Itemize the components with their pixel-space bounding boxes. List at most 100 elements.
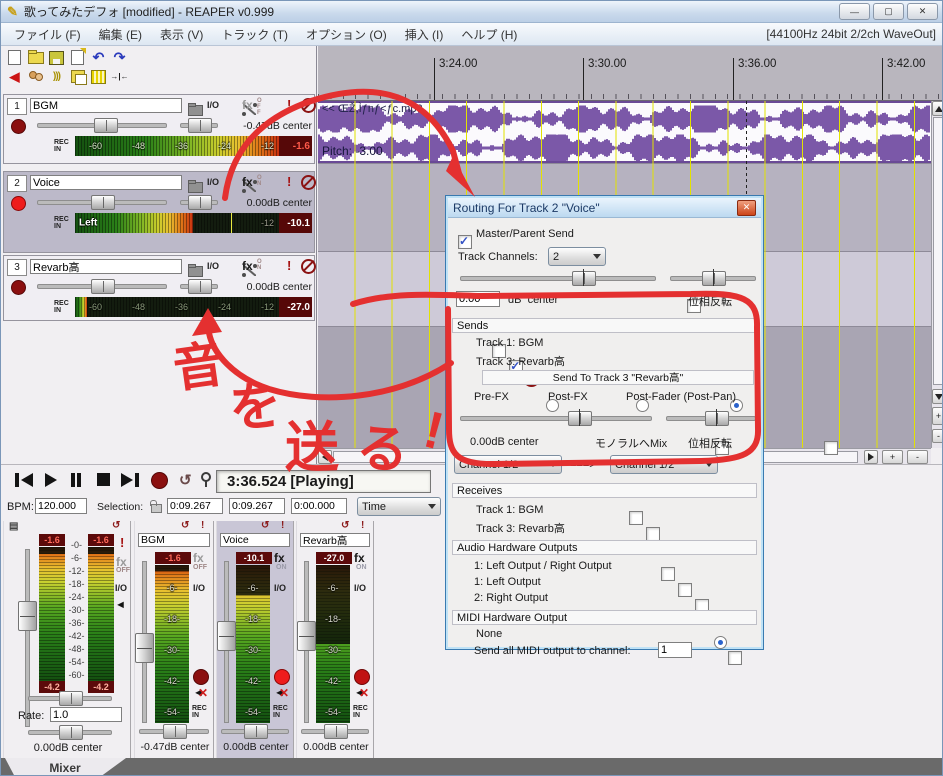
fx-button[interactable]: fx	[242, 175, 253, 189]
mute-toggle-icon[interactable]	[301, 175, 317, 190]
volume-slider[interactable]	[37, 118, 167, 133]
scroll-right-button[interactable]	[864, 450, 878, 464]
rec-in-label[interactable]: REC IN	[192, 705, 207, 719]
strip-name-input[interactable]	[300, 533, 370, 547]
selection-start-input[interactable]	[167, 498, 223, 514]
fx-bypass-badge[interactable]: ON	[257, 259, 262, 271]
volume-value-input[interactable]	[456, 291, 500, 307]
time-display[interactable]: 3:36.524 [Playing]	[216, 470, 431, 493]
pan-slider[interactable]	[301, 724, 369, 739]
pan-slider[interactable]	[139, 724, 209, 739]
mute-icon[interactable]	[274, 686, 289, 702]
metronome-icon[interactable]: ◀	[9, 68, 20, 84]
play-button[interactable]	[45, 473, 57, 487]
routing-dialog[interactable]: Routing For Track 2 "Voice" ✕ Master/Par…	[445, 195, 838, 666]
repeat-icon[interactable]: ↺	[179, 472, 192, 489]
rec-in-label[interactable]: REC IN	[353, 705, 368, 719]
go-to-end-button[interactable]	[121, 473, 139, 487]
mixer-strip-voice[interactable]: ↺ ! -10.1 fx ON -6- -18- -30- -42- -54- …	[216, 521, 294, 758]
menu-options[interactable]: オプション (O)	[306, 27, 387, 42]
bpm-input[interactable]	[35, 498, 87, 514]
track-number[interactable]: 3	[7, 259, 27, 276]
scroll-down-button[interactable]	[932, 389, 942, 404]
scroll-up-button[interactable]	[932, 101, 942, 116]
record-button[interactable]	[151, 472, 168, 489]
fx-button[interactable]: fx	[116, 555, 127, 569]
rate-slider[interactable]	[28, 725, 112, 740]
alert-icon[interactable]: !	[120, 535, 125, 550]
grid-icon[interactable]	[89, 68, 108, 85]
envelope-icon[interactable]	[242, 264, 258, 277]
master-mute-icon[interactable]	[115, 599, 130, 614]
record-arm-button[interactable]	[11, 196, 26, 211]
volume-slider[interactable]	[37, 279, 167, 294]
track-name-input[interactable]	[30, 98, 182, 113]
midi-none-radio[interactable]	[713, 635, 727, 649]
lock-icon[interactable]	[150, 499, 162, 513]
record-arm-button[interactable]	[274, 669, 290, 685]
copy-icon[interactable]	[68, 68, 87, 85]
new-project-icon[interactable]	[5, 49, 24, 66]
strip-fader[interactable]	[297, 561, 316, 723]
time-mode-dropdown[interactable]: Time	[357, 497, 441, 516]
fx-button[interactable]: fx	[242, 259, 253, 273]
mute-icon[interactable]	[193, 686, 208, 702]
track-3-panel[interactable]: 3 I/O fx ON ! 0.00dB center REC IN -60 -…	[3, 255, 317, 321]
alert-icon[interactable]: !	[287, 258, 292, 273]
alert-icon[interactable]: !	[287, 97, 292, 112]
alert-icon[interactable]: !	[281, 520, 285, 531]
record-arm-button[interactable]	[11, 280, 26, 295]
track-number[interactable]: 1	[7, 98, 27, 115]
dialog-title-bar[interactable]: Routing For Track 2 "Voice" ✕	[448, 198, 761, 218]
fx-bypass-badge[interactable]: OFF	[257, 98, 262, 116]
pan-slider[interactable]	[180, 118, 218, 133]
repeat-icon[interactable]: ↺	[112, 520, 121, 531]
rec-in-label[interactable]: REC IN	[54, 216, 69, 230]
zoom-in-button[interactable]: +	[882, 450, 903, 464]
selection-end-input[interactable]	[229, 498, 285, 514]
io-button[interactable]: I/O	[274, 583, 287, 593]
rec-in-label[interactable]: REC IN	[273, 705, 288, 719]
pan-slider[interactable]	[28, 691, 112, 706]
send-pan-slider[interactable]	[666, 409, 756, 426]
record-arm-button[interactable]	[354, 669, 370, 685]
rec-in-label[interactable]: REC IN	[54, 139, 69, 153]
io-button[interactable]: I/O	[207, 177, 220, 187]
strip-fader[interactable]	[135, 561, 154, 723]
volume-slider[interactable]	[37, 195, 167, 210]
receive-track3-checkbox[interactable]	[645, 527, 660, 542]
pan-slider[interactable]	[180, 195, 218, 210]
source-channel-dropdown[interactable]: Channel 1/2	[454, 455, 562, 474]
alert-icon[interactable]: !	[201, 520, 205, 531]
record-arm-button[interactable]	[11, 119, 26, 134]
timeline-ruler[interactable]: 3:24.00 3:30.00 3:36.00 3:42.00	[318, 46, 942, 101]
add-people-icon[interactable]	[26, 68, 45, 85]
alert-icon[interactable]: !	[361, 520, 365, 531]
folder-icon[interactable]	[188, 180, 203, 193]
scroll-left-button[interactable]	[318, 450, 332, 464]
track-2-panel[interactable]: 2 I/O fx ON ! 0.00dB center REC IN Left …	[3, 171, 317, 253]
mixer-tab[interactable]: Mixer	[5, 758, 126, 775]
mute-toggle-icon[interactable]	[301, 259, 317, 274]
dialog-close-button[interactable]: ✕	[737, 199, 756, 216]
undo-icon[interactable]: ↶	[92, 49, 105, 65]
menu-edit[interactable]: 編集 (E)	[98, 27, 143, 42]
repeat-icon[interactable]: ↺	[341, 520, 350, 531]
zoom-out-button[interactable]: -	[907, 450, 928, 464]
strip-fader[interactable]	[217, 561, 236, 723]
pause-button[interactable]	[71, 473, 81, 487]
track-name-input[interactable]	[30, 175, 182, 190]
send-volume-slider[interactable]	[460, 409, 652, 426]
close-button[interactable]: ✕	[907, 3, 938, 20]
maximize-button[interactable]: ▢	[873, 3, 904, 20]
master-send-checkbox[interactable]	[458, 234, 472, 250]
go-to-start-button[interactable]	[15, 473, 33, 487]
phase-invert2-checkbox[interactable]	[823, 441, 838, 456]
rec-in-label[interactable]: REC IN	[54, 300, 69, 314]
io-button[interactable]: I/O	[354, 583, 367, 593]
menu-view[interactable]: 表示 (V)	[160, 27, 204, 42]
midi-send-checkbox[interactable]	[728, 651, 742, 666]
soundwave-icon[interactable]: )))	[53, 71, 61, 82]
zoom-out-vertical-button[interactable]: -	[932, 429, 942, 443]
repeat-icon[interactable]: ↺	[181, 520, 190, 531]
